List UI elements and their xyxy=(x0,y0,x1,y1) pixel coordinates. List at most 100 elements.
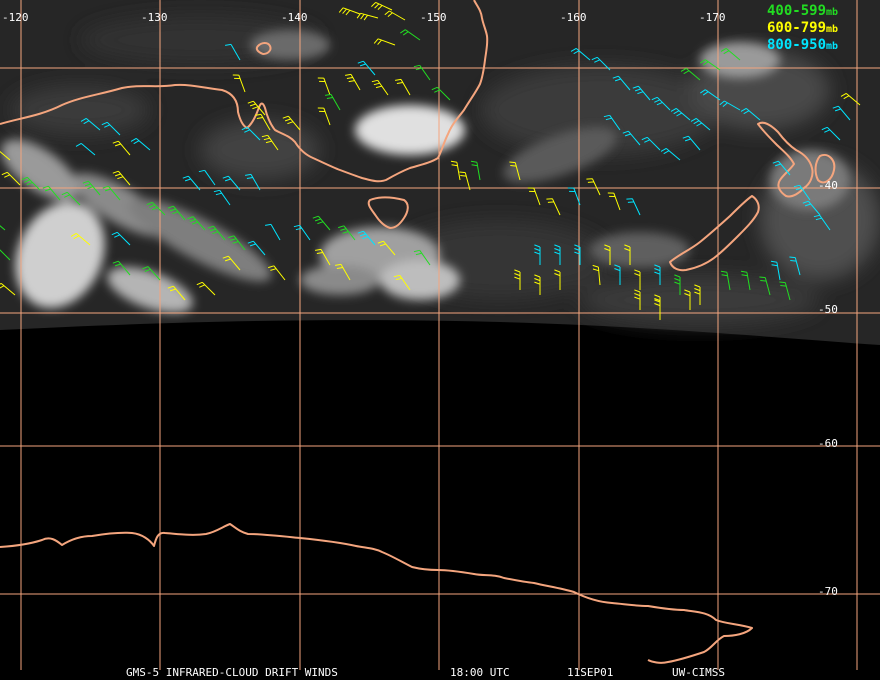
wind-barb xyxy=(821,126,841,141)
wind-barb xyxy=(654,264,661,285)
lon-label-150: -150 xyxy=(420,11,447,24)
wind-barb xyxy=(626,198,641,216)
wind-barb xyxy=(0,249,11,261)
wind-barb xyxy=(700,89,721,101)
wind-barb xyxy=(470,160,481,181)
wind-barb xyxy=(694,284,701,305)
wind-barb xyxy=(840,92,861,106)
wind-barb xyxy=(813,214,831,231)
wind-barb xyxy=(196,281,216,296)
wind-barb xyxy=(759,276,771,296)
wind-barb xyxy=(624,244,631,265)
wind-barb xyxy=(719,100,741,111)
wind-barb xyxy=(832,105,851,121)
wind-barb xyxy=(674,274,681,295)
wind-barb xyxy=(586,178,601,196)
lat-label-50: -50 xyxy=(818,303,838,316)
wind-barb xyxy=(720,47,741,61)
wind-barb xyxy=(554,269,561,290)
wind-barb xyxy=(384,10,406,21)
wind-barb xyxy=(603,114,621,131)
wind-barb xyxy=(634,269,641,290)
wind-barb xyxy=(371,1,393,11)
wind-barb xyxy=(570,47,591,61)
wind-barb xyxy=(222,175,241,191)
wind-barb xyxy=(450,160,461,181)
wind-barb xyxy=(700,59,721,71)
pressure-legend: 400-599mb 600-799mb 800-950mb xyxy=(767,3,838,53)
wind-barb xyxy=(228,235,246,251)
legend-entry-600-799: 600-799mb xyxy=(767,20,838,36)
wind-barb xyxy=(356,12,379,21)
new-zealand-east-cape xyxy=(814,154,836,184)
legend-range: 600-799 xyxy=(767,20,826,36)
wind-barb xyxy=(82,180,101,196)
wind-barb xyxy=(793,184,811,201)
wind-barbs xyxy=(0,1,861,320)
wind-barb xyxy=(0,282,16,296)
wind-barb xyxy=(112,140,131,156)
wind-barb xyxy=(373,38,396,46)
wind-barb xyxy=(660,147,681,161)
wind-barb xyxy=(612,75,631,91)
wind-barb xyxy=(641,136,661,151)
wind-barb xyxy=(357,230,376,246)
wind-barb xyxy=(400,29,421,41)
wind-barb xyxy=(779,281,791,301)
lon-label-120: -120 xyxy=(2,11,29,24)
wind-barb xyxy=(684,289,691,310)
wind-barb xyxy=(338,225,356,241)
wind-barb xyxy=(680,67,701,81)
wind-barb xyxy=(534,274,541,295)
wind-barb xyxy=(80,117,101,131)
wind-barb xyxy=(75,142,96,156)
wind-barb xyxy=(357,60,376,76)
wind-barb xyxy=(607,192,621,211)
wind-barb xyxy=(0,225,6,231)
wind-barb xyxy=(514,269,521,290)
wind-barb xyxy=(431,86,451,101)
legend-entry-800-950: 800-950mb xyxy=(767,37,838,53)
wind-barb xyxy=(21,176,41,191)
footer-product: GMS-5 INFRARED-CLOUD DRIFT WINDS xyxy=(126,666,338,679)
wind-barb xyxy=(101,121,121,136)
wind-barb xyxy=(654,299,661,320)
footer-caption: GMS-5 INFRARED-CLOUD DRIFT WINDS 18:00 U… xyxy=(126,666,725,679)
cape-york-peninsula xyxy=(255,42,272,55)
wind-barb xyxy=(509,161,521,181)
wind-barb xyxy=(245,173,261,191)
wind-barb xyxy=(527,187,541,206)
wind-barb xyxy=(198,169,216,186)
australia-coastline xyxy=(0,0,489,183)
lat-label-40: -40 xyxy=(818,179,838,192)
wind-barb xyxy=(789,256,801,276)
wind-barb xyxy=(213,189,231,206)
new-zealand-south-island xyxy=(669,195,760,272)
wind-barb xyxy=(567,187,581,206)
wind-barb xyxy=(770,260,781,281)
wind-barb xyxy=(102,185,121,201)
wind-barb xyxy=(167,205,186,221)
wind-barb xyxy=(720,270,731,291)
wind-barb xyxy=(130,137,151,151)
wind-barb xyxy=(317,107,331,126)
footer-date: 11SEP01 xyxy=(567,666,613,679)
wind-barb xyxy=(312,215,331,231)
wind-barb xyxy=(690,117,711,131)
antarctica-coastline xyxy=(0,523,753,664)
wind-barb xyxy=(554,244,561,265)
lat-label-60: -60 xyxy=(818,437,838,450)
footer-time: 18:00 UTC xyxy=(450,666,510,679)
wind-barb xyxy=(393,274,411,291)
lon-label-140: -140 xyxy=(281,11,308,24)
lon-label-170: -170 xyxy=(699,11,726,24)
wind-barb xyxy=(682,135,701,151)
wind-barb xyxy=(187,216,206,231)
wind-barb xyxy=(167,285,186,301)
wind-barb xyxy=(614,264,621,285)
wind-barb xyxy=(222,255,241,271)
legend-unit: mb xyxy=(826,41,838,52)
legend-entry-400-599: 400-599mb xyxy=(767,3,838,19)
